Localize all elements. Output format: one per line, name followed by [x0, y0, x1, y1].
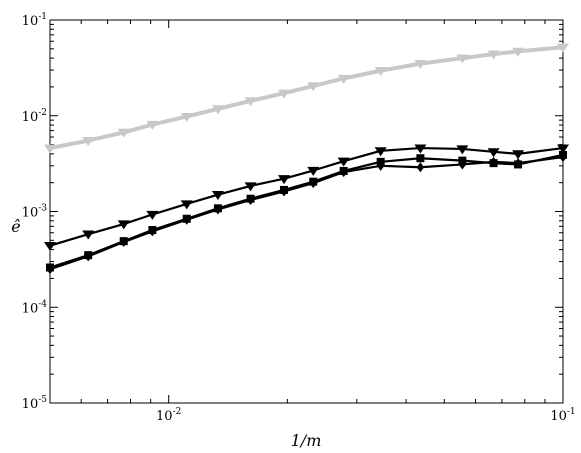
- data-point: [214, 204, 222, 215]
- data-point: [307, 82, 320, 92]
- data-point: [559, 152, 567, 163]
- data-point: [487, 148, 500, 158]
- data-point: [117, 220, 130, 230]
- y-tick-label: 10-1: [22, 12, 47, 29]
- plot-area: [49, 19, 564, 404]
- data-point: [416, 162, 425, 173]
- series-line: [49, 146, 564, 247]
- x-tick-label: 10-2: [156, 407, 181, 424]
- data-point: [180, 112, 193, 122]
- series-4: [46, 152, 567, 275]
- data-point: [44, 242, 56, 252]
- x-axis-label: 1/m: [291, 431, 322, 450]
- data-point: [82, 230, 95, 240]
- data-point: [211, 191, 224, 201]
- data-point: [82, 137, 95, 147]
- series-layer: [44, 43, 569, 275]
- data-point: [512, 47, 525, 57]
- data-point: [337, 157, 350, 167]
- series-line: [49, 45, 564, 151]
- data-point: [456, 54, 469, 64]
- data-point: [557, 43, 569, 53]
- data-point: [339, 167, 348, 178]
- y-tick-label: 10-4: [22, 299, 48, 316]
- data-point: [146, 120, 159, 130]
- y-axis-label: ê: [11, 217, 20, 236]
- data-point: [307, 166, 320, 176]
- data-point: [374, 147, 387, 157]
- data-point: [117, 128, 130, 138]
- series-1: [44, 43, 569, 154]
- data-point: [148, 226, 157, 237]
- y-tick-label: 10-2: [22, 108, 47, 125]
- data-point: [487, 50, 500, 60]
- data-point: [182, 214, 191, 225]
- data-point: [280, 186, 288, 197]
- data-point: [180, 200, 193, 210]
- data-point: [456, 145, 469, 155]
- data-point: [246, 194, 255, 205]
- y-tick-label: 10-3: [22, 204, 48, 221]
- data-point: [557, 144, 569, 154]
- data-point: [512, 150, 525, 160]
- data-point: [414, 60, 427, 70]
- data-point: [119, 237, 128, 248]
- axis-ticks: 10-2 10-1 10-5 10-4 10-3 10-2 10-1: [22, 12, 576, 424]
- data-point: [84, 251, 92, 262]
- data-point: [211, 105, 224, 115]
- data-point: [44, 144, 56, 154]
- data-point: [278, 175, 291, 185]
- data-point: [309, 178, 318, 189]
- data-point: [244, 182, 257, 192]
- data-point: [146, 210, 159, 220]
- data-point: [458, 159, 467, 170]
- data-point: [414, 144, 427, 154]
- y-tick-label: 10-5: [22, 395, 48, 412]
- data-point: [489, 156, 498, 167]
- data-point: [244, 97, 257, 107]
- data-point: [376, 160, 385, 171]
- series-2: [44, 144, 569, 252]
- data-point: [514, 158, 522, 169]
- data-point: [46, 264, 54, 275]
- data-point: [278, 89, 291, 99]
- x-tick-label: 10-1: [550, 407, 575, 424]
- data-point: [416, 154, 425, 163]
- series-line: [49, 156, 564, 271]
- data-point: [374, 67, 387, 77]
- data-point: [337, 74, 350, 84]
